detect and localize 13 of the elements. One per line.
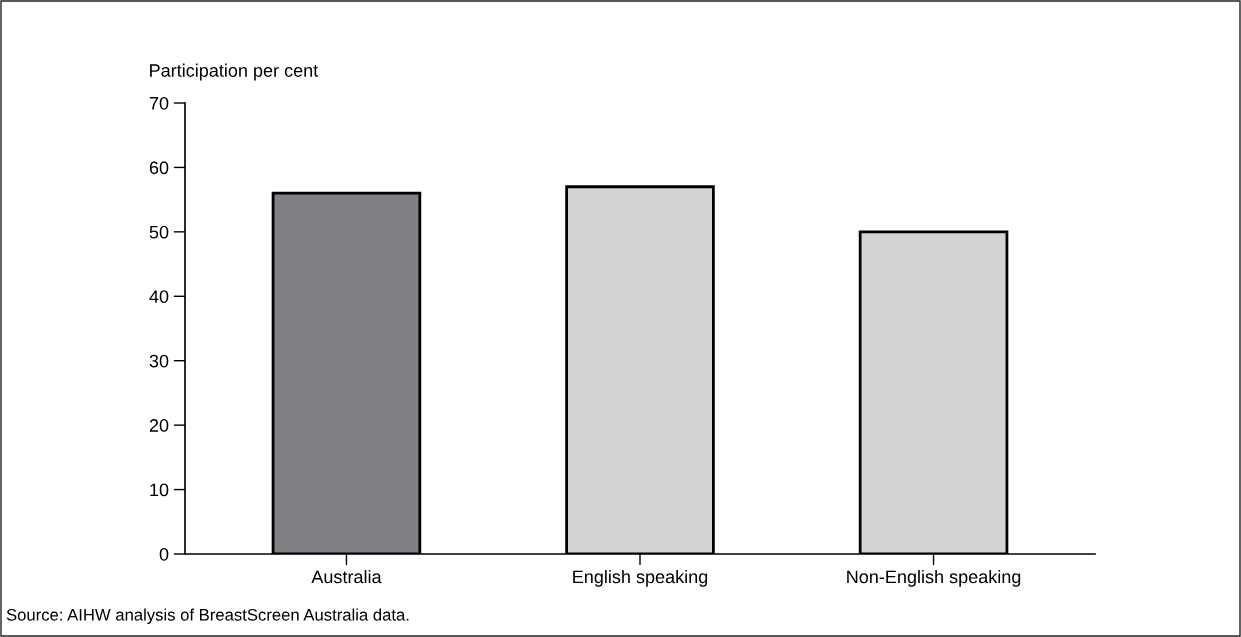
y-tick-label: 0: [159, 547, 169, 561]
y-tick-label: 20: [149, 419, 169, 432]
x-tick-label: Non-English speaking: [847, 569, 1021, 587]
y-tick-label: 40: [149, 290, 169, 304]
x-tick-label: English speaking: [573, 569, 708, 587]
y-tick-label: 50: [149, 225, 169, 239]
y-tick-label: 30: [149, 354, 169, 368]
y-axis-title: Participation per cent: [150, 63, 319, 81]
y-tick-label: 60: [149, 161, 169, 175]
source-note: Source: AIHW analysis of BreastScreen Australia data.: [6, 608, 409, 624]
y-tick-label: 10: [150, 483, 169, 497]
y-tick-label: 70: [149, 96, 169, 110]
x-tick-label: Australia: [311, 569, 382, 584]
